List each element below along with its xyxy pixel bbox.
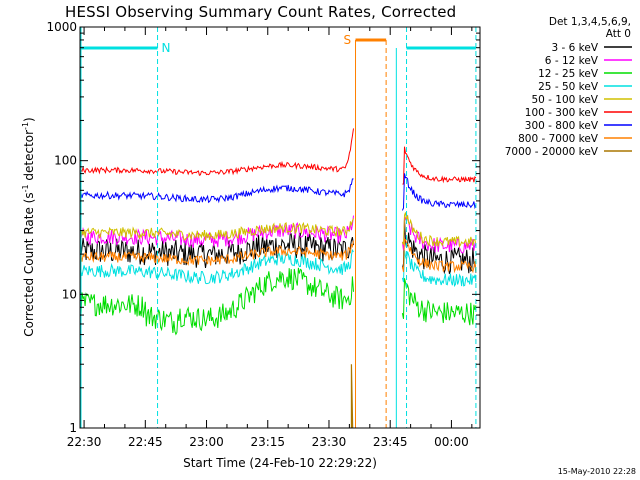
x-tick-label: 00:00	[434, 435, 469, 449]
y-axis-label-sup1: -1	[21, 184, 30, 192]
legend-entry-label: 300 - 800 keV	[525, 120, 599, 132]
y-axis-label-main: Corrected Count Rate (s	[22, 192, 36, 336]
series-line	[80, 128, 354, 176]
series-line	[401, 238, 477, 274]
legend-entry-label: 7000 - 20000 keV	[505, 146, 599, 158]
x-tick-label: 22:45	[128, 435, 163, 449]
series-line	[80, 178, 354, 204]
series-line	[80, 218, 354, 241]
x-tick-label: 23:45	[373, 435, 408, 449]
series-line	[402, 146, 477, 185]
y-axis-label-sup2: -1	[21, 122, 30, 130]
legend-entry-label: 3 - 6 keV	[551, 42, 598, 54]
series-line	[80, 267, 354, 336]
legend-entry-label: 800 - 7000 keV	[518, 133, 599, 145]
series-line	[401, 250, 477, 288]
y-tick-label: 1000	[46, 20, 77, 34]
legend-entry-label: 100 - 300 keV	[525, 107, 599, 119]
y-tick-label: 1	[69, 421, 77, 435]
y-axis-label-end: )	[22, 117, 36, 122]
y-tick-label: 100	[54, 154, 77, 168]
x-tick-label: 22:30	[67, 435, 102, 449]
x-tick-label: 23:00	[189, 435, 224, 449]
legend-header-attenuator: Att 0	[606, 28, 631, 40]
chart-title: HESSI Observing Summary Count Rates, Cor…	[65, 3, 456, 21]
series-lines	[80, 128, 477, 428]
y-axis-label: Corrected Count Rate (s-1 detector-1)	[21, 117, 36, 336]
orbit-markers: NS	[80, 27, 477, 428]
y-axis-label-mid: detector	[22, 130, 36, 185]
y-tick-label: 10	[62, 287, 77, 301]
series-line	[350, 364, 354, 428]
saa-marker-label: S	[344, 33, 352, 47]
series-line	[80, 248, 354, 285]
series-line	[401, 173, 477, 211]
night-marker-label: N	[162, 41, 171, 55]
series-line	[401, 278, 477, 326]
x-tick-label: 23:30	[312, 435, 347, 449]
legend-entry-label: 25 - 50 keV	[538, 81, 599, 93]
series-line	[401, 212, 477, 248]
x-axis-label: Start Time (24-Feb-10 22:29:22)	[183, 456, 377, 470]
footer-date-stamp: 15-May-2010 22:28	[558, 467, 636, 476]
plot-frame	[79, 26, 481, 429]
legend-entry-label: 50 - 100 keV	[531, 94, 598, 106]
series-line	[80, 240, 354, 266]
x-tick-label: 23:15	[250, 435, 285, 449]
axes: 22:30 22:45 23:00 23:15 23:30 23:45 00:00 1 10 10…	[46, 20, 480, 449]
legend-header-detectors: Det 1,3,4,5,6,9,	[549, 16, 631, 28]
legend-entry-label: 12 - 25 keV	[538, 68, 599, 80]
series-line	[401, 218, 477, 275]
legend-entry-label: 6 - 12 keV	[545, 55, 599, 67]
